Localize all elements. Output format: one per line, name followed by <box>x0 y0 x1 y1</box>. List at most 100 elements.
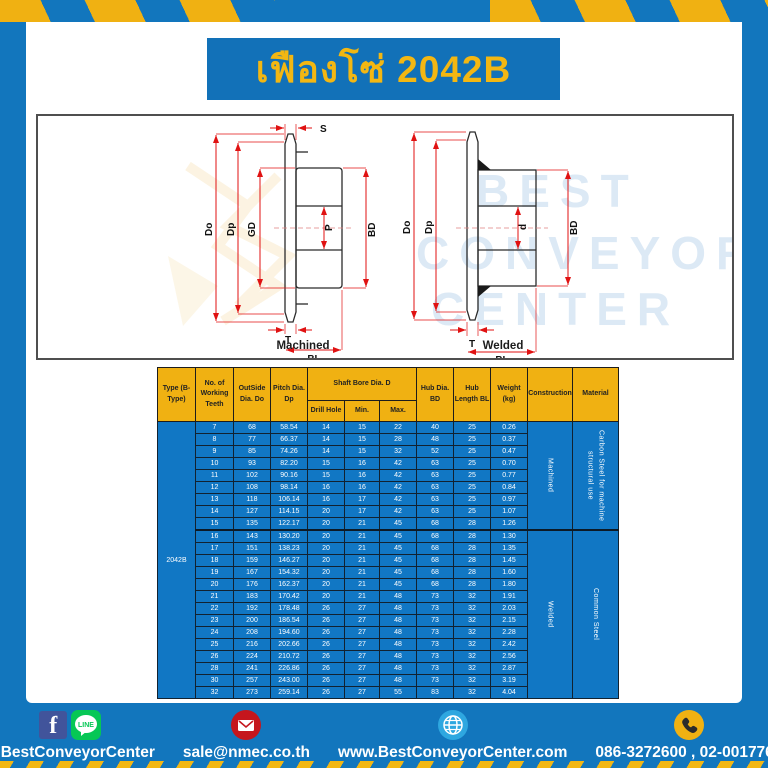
spec-cell: 118 <box>233 493 271 506</box>
email-label[interactable]: sale@nmec.co.th <box>182 744 310 761</box>
table-row: 21 183 170.42 20 21 48 73 32 1.91 <box>158 590 619 603</box>
table-row: 13 118 106.14 16 17 42 63 25 0.97 <box>158 493 619 506</box>
spec-cell: 21 <box>344 578 380 591</box>
table-row: 23 200 186.54 26 27 48 73 32 2.15 <box>158 614 619 627</box>
spec-cell: 25 <box>453 493 492 506</box>
spec-cell: 48 <box>416 433 455 446</box>
spec-cell: 7 <box>195 421 234 434</box>
spec-cell: 25 <box>453 421 492 434</box>
spec-cell: 32 <box>195 686 234 699</box>
email-icon[interactable] <box>231 710 262 740</box>
spec-cell: 45 <box>378 542 418 555</box>
dim-label-w-d: d <box>518 224 529 230</box>
spec-cell: 20 <box>195 578 234 591</box>
col-header-shaft-bore: Shaft Bore Dia. D <box>306 367 418 401</box>
spec-cell: 20 <box>307 505 345 518</box>
spec-cell: 20 <box>307 517 345 531</box>
welded-caption: Welded <box>482 340 524 352</box>
spec-cell: 27 <box>344 662 380 675</box>
spec-cell: 26 <box>307 602 345 615</box>
spec-cell: 68 <box>416 578 455 591</box>
spec-cell: 243.00 <box>270 674 308 687</box>
phone-icon[interactable] <box>673 710 704 740</box>
spec-cell: 210.72 <box>270 650 308 663</box>
table-row: 9 85 74.26 14 15 32 52 25 0.47 <box>158 445 619 458</box>
spec-cell: 26 <box>307 650 345 663</box>
phone-numbers-label[interactable]: 086-3272600 , 02-0017766 <box>595 744 768 761</box>
spec-cell: 194.60 <box>270 626 308 639</box>
facebook-icon[interactable]: f <box>39 711 68 739</box>
spec-cell: 192 <box>233 602 271 615</box>
spec-cell: 130.20 <box>270 529 308 543</box>
footer-contact-bar: f LINE @BestConveyorCenter sale@nmec.co. <box>0 703 768 768</box>
dim-label-bd: BD <box>367 223 378 237</box>
spec-cell: 45 <box>378 529 418 543</box>
globe-icon[interactable] <box>437 710 468 740</box>
table-row: 18 159 146.27 20 21 45 68 28 1.45 <box>158 554 619 567</box>
spec-cell: 108 <box>233 481 271 494</box>
spec-cell: 27 <box>344 626 380 639</box>
spec-cell: 42 <box>378 505 418 518</box>
spec-cell: 68 <box>416 529 455 543</box>
line-wordmark: LINE <box>78 722 94 729</box>
spec-cell: 273 <box>233 686 271 699</box>
spec-cell: 42 <box>378 481 418 494</box>
footer-website-group[interactable]: www.BestConveyorCenter.com <box>338 709 567 762</box>
table-row: 22 192 178.48 26 27 48 73 32 2.03 <box>158 602 619 615</box>
material-cell: Common Steel <box>572 529 620 699</box>
construction-cell: Welded <box>527 529 574 699</box>
table-row: 19 167 154.32 20 21 45 68 28 1.60 <box>158 566 619 579</box>
spec-cell: 21 <box>344 517 380 531</box>
col-header-min: Min. <box>344 400 380 422</box>
col-header-drill-hole: Drill Hole <box>307 400 345 422</box>
footer-phone-group[interactable]: 086-3272600 , 02-0017766 <box>595 709 768 762</box>
table-row: 17 151 138.23 20 21 45 68 28 1.35 <box>158 542 619 555</box>
spec-cell: 19 <box>195 566 234 579</box>
spec-cell: 32 <box>453 662 492 675</box>
spec-cell: 45 <box>378 554 418 567</box>
spec-cell: 48 <box>378 590 418 603</box>
table-row: 25 216 202.66 26 27 48 73 32 2.42 <box>158 638 619 651</box>
spec-cell: 167 <box>233 566 271 579</box>
spec-cell: 102 <box>233 469 271 482</box>
spec-cell: 143 <box>233 529 271 543</box>
footer-social-group[interactable]: f LINE @BestConveyorCenter <box>0 709 155 762</box>
spec-cell: 63 <box>416 481 455 494</box>
dim-label-t: T <box>285 335 291 346</box>
spec-cell: 66.37 <box>270 433 308 446</box>
spec-cell: 1.26 <box>490 517 529 531</box>
spec-cell: 26 <box>307 626 345 639</box>
spec-cell: 27 <box>344 614 380 627</box>
social-handle-label[interactable]: @BestConveyorCenter <box>0 744 155 761</box>
dim-label-w-dp: Dp <box>424 221 435 234</box>
table-row: 2042B 7 68 58.54 14 15 22 40 25 0.26 Machined Carbo… <box>157 421 620 699</box>
footer-email-group[interactable]: sale@nmec.co.th <box>183 709 310 762</box>
spec-cell: 1.45 <box>490 554 529 567</box>
spec-cell: 178.48 <box>270 602 308 615</box>
spec-table: Type (B-Type) No. of Working Teeth OutSi… <box>157 367 620 699</box>
spec-cell: 73 <box>416 674 455 687</box>
welded-sprocket-drawing: Do Dp d BD T <box>402 131 580 358</box>
website-label[interactable]: www.BestConveyorCenter.com <box>337 744 568 761</box>
spec-cell: 2.56 <box>490 650 529 663</box>
spec-cell: 1.80 <box>490 578 529 591</box>
spec-cell: 77 <box>233 433 271 446</box>
line-icon[interactable]: LINE <box>71 710 102 740</box>
spec-cell: 25 <box>453 433 492 446</box>
spec-cell: 27 <box>344 638 380 651</box>
spec-cell: 14 <box>307 445 345 458</box>
spec-cell: 159 <box>233 554 271 567</box>
table-row: 16 143 130.20 20 21 45 68 28 1.30 Welded Common St… <box>158 529 620 699</box>
spec-cell: 23 <box>195 614 234 627</box>
spec-cell: 28 <box>453 554 492 567</box>
spec-cell: 16 <box>344 469 380 482</box>
construction-cell: Machined <box>527 421 574 531</box>
spec-cell: 21 <box>344 566 380 579</box>
page-background: เฟืองโซ่ 2042B BEST CONVEYOR CENTER <box>26 22 742 703</box>
type-value-cell: 2042B <box>157 421 196 699</box>
spec-cell: 14 <box>307 421 345 434</box>
spec-cell: 208 <box>233 626 271 639</box>
spec-cell: 16 <box>307 481 345 494</box>
table-row: 10 93 82.20 15 16 42 63 25 0.70 <box>158 457 619 470</box>
spec-cell: 16 <box>344 481 380 494</box>
